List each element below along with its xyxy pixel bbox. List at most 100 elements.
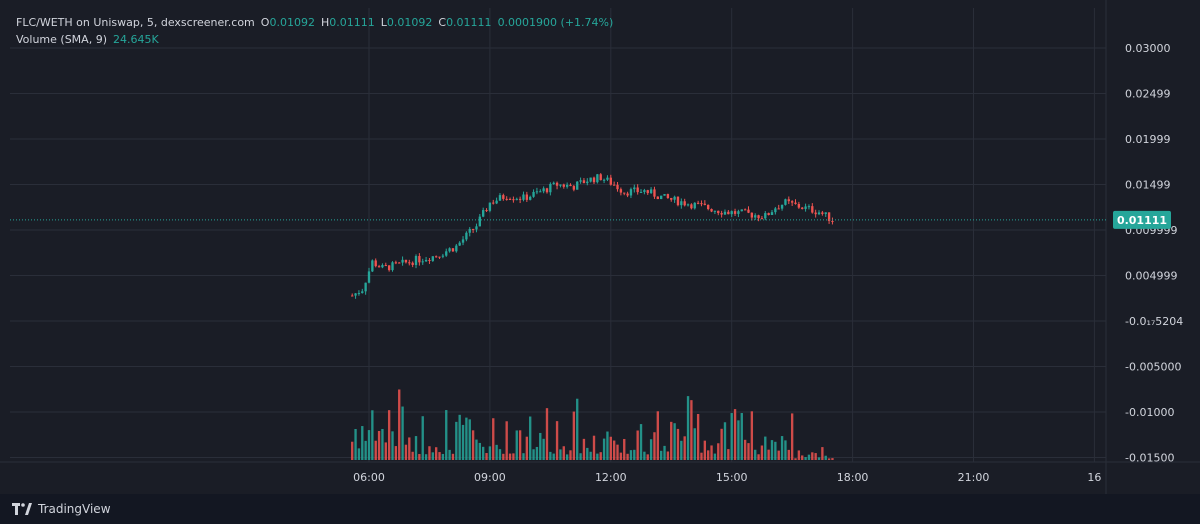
candle-body [401, 259, 404, 263]
volume-bar [414, 436, 418, 460]
candle-body [767, 213, 770, 216]
candle-body [468, 229, 471, 233]
volume-bar [602, 438, 606, 460]
candle-body [445, 251, 448, 256]
volume-bar [502, 453, 505, 460]
candle-body [518, 198, 522, 200]
volume-bar [498, 449, 502, 460]
candle-body [565, 184, 569, 187]
volume-bar [431, 452, 434, 460]
candle-body [431, 256, 434, 261]
candle-body [649, 189, 653, 194]
volume-bar [458, 414, 461, 460]
tradingview-logo[interactable]: TradingView [12, 502, 111, 516]
candle-body [733, 211, 737, 214]
candle-body [804, 206, 807, 209]
volume-bar [757, 454, 760, 460]
candle-body [683, 201, 686, 206]
volume-bar [747, 443, 750, 460]
volume-bar [508, 453, 512, 460]
candle-body [794, 202, 797, 204]
volume-bar [824, 455, 827, 460]
volume-bar [686, 396, 690, 460]
volume-bar [461, 424, 465, 460]
volume-bar [582, 438, 586, 460]
candle-body [351, 295, 354, 297]
last-price-tag [1113, 210, 1171, 229]
volume-bar [649, 439, 653, 460]
candle-body [367, 271, 371, 283]
candle-body [747, 209, 750, 213]
candle-body [612, 184, 616, 186]
volume-bar [673, 423, 676, 460]
volume-bar [495, 444, 498, 460]
candle-body [629, 189, 633, 196]
volume-bar [555, 421, 559, 460]
time-tick-label: 15:00 [716, 471, 748, 484]
candle-body [455, 245, 458, 252]
candle-body [505, 198, 508, 200]
candle-body [451, 248, 455, 252]
candle-body [394, 262, 398, 264]
volume-bar [377, 431, 381, 460]
tradingview-icon [12, 503, 32, 515]
candle-body [495, 200, 498, 204]
candle-body [428, 259, 431, 261]
volume-bar [659, 450, 663, 460]
volume-bar [676, 428, 680, 460]
price-tick-label: 0.03000 [1125, 42, 1171, 55]
symbol-title: FLC/WETH on Uniswap, 5, dexscreener.com [16, 16, 255, 29]
volume-bar [465, 417, 468, 460]
candle-body [633, 187, 636, 190]
volume-bar [780, 436, 784, 460]
volume-bar [549, 451, 552, 460]
candle-body [609, 177, 612, 185]
candle-body [582, 180, 586, 184]
volume-bar [720, 428, 723, 460]
candle-body [515, 198, 518, 200]
volume-bar [532, 449, 535, 460]
candle-body [619, 189, 623, 193]
volume-bar [629, 450, 633, 460]
volume-bar [545, 408, 549, 460]
volume-bar [404, 444, 408, 460]
candle-body [529, 196, 532, 200]
ohlc-close: C0.01111 [438, 16, 492, 29]
candle-body [377, 266, 381, 268]
volume-bar [770, 440, 774, 460]
volume-bar [505, 421, 508, 460]
candle-body [354, 293, 357, 296]
volume-bar [690, 400, 693, 460]
candle-body [686, 204, 690, 206]
last-price-label: 0.01111 [1117, 214, 1167, 227]
volume-bar [700, 452, 703, 460]
volume-bar [569, 450, 572, 460]
volume-bar [599, 452, 602, 460]
candle-body [586, 181, 589, 184]
candle-body [421, 261, 424, 263]
candle-body [535, 191, 539, 193]
volume-bar [750, 411, 754, 460]
volume-bar [371, 410, 374, 460]
volume-bar [579, 453, 582, 460]
candle-body [555, 182, 559, 186]
volume-bar [811, 452, 814, 460]
volume-bar [572, 411, 576, 460]
volume-bar [421, 416, 424, 460]
candle-body [502, 195, 505, 199]
volume-bar [529, 416, 532, 460]
volume-bar [636, 430, 639, 460]
candle-body [408, 262, 411, 264]
candle-body [807, 206, 811, 208]
volume-bar [387, 410, 391, 460]
candle-body [639, 191, 643, 193]
volume-bar [424, 454, 428, 460]
volume-bar [740, 413, 743, 460]
volume-bar [475, 439, 478, 460]
volume-bar [727, 449, 730, 460]
volume-bar [485, 453, 488, 460]
volume-bar [787, 449, 790, 460]
volume-bar [478, 442, 482, 460]
price-chart[interactable]: 0.030000.024990.019990.014990.0099990.00… [0, 0, 1200, 494]
